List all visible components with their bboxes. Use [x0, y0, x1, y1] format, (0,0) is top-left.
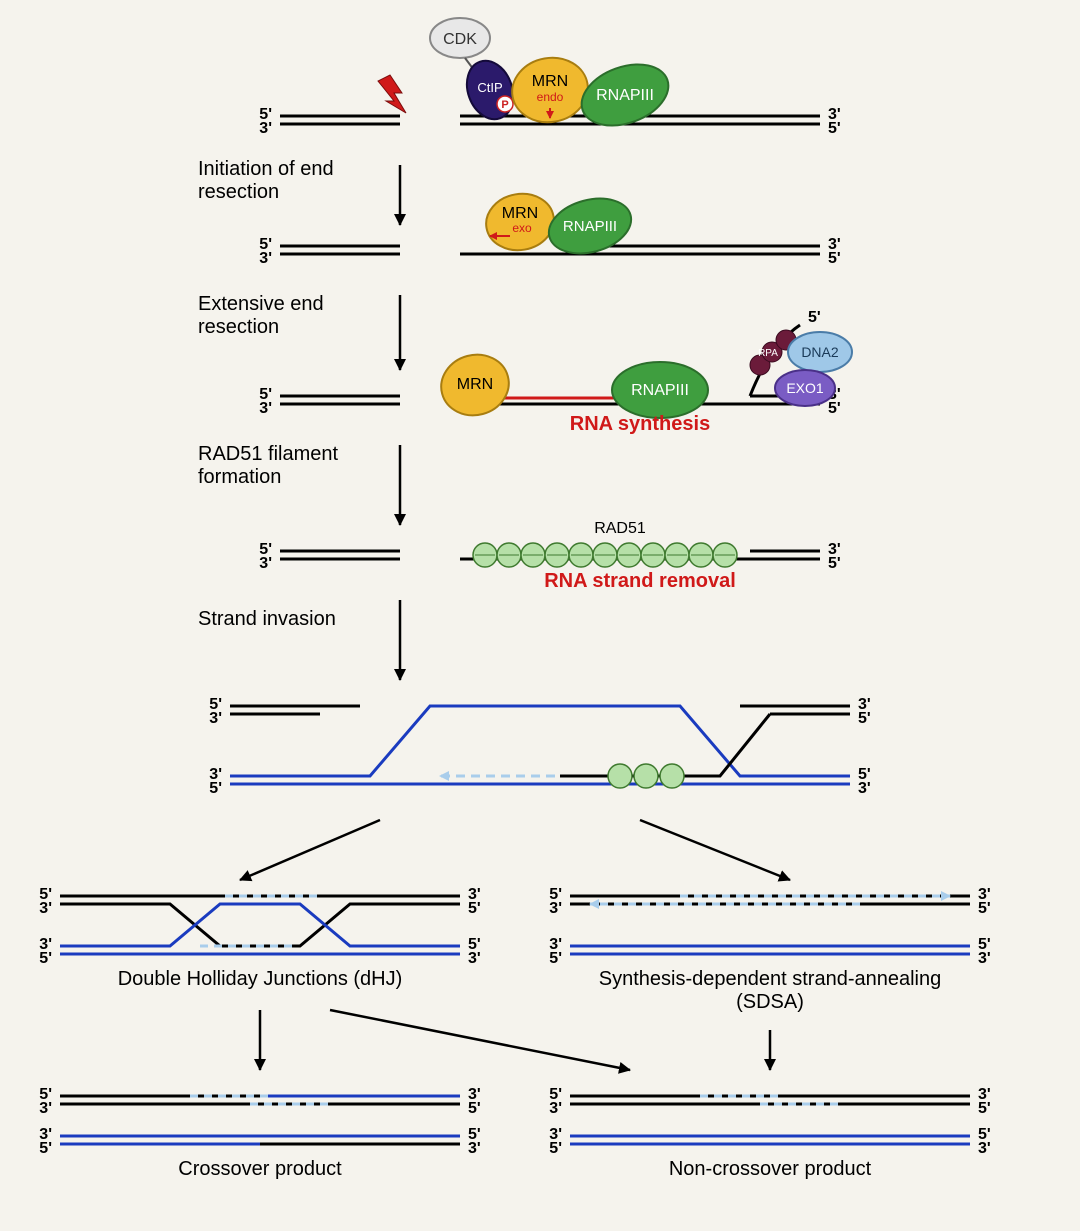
rna-removal-caption: RNA strand removal	[544, 570, 736, 592]
label: 5'	[828, 400, 841, 417]
rnap-label: RNAPIII	[631, 382, 689, 399]
label: resection	[198, 316, 279, 338]
ctip-label: CtIP	[477, 80, 502, 95]
label: 5'	[39, 1140, 52, 1157]
cdk-label: CDK	[443, 31, 477, 48]
label: 5'	[978, 900, 991, 917]
label: 3'	[259, 400, 272, 417]
label: 5'	[808, 309, 821, 326]
label: 3'	[259, 250, 272, 267]
dhj-caption: Double Holliday Junctions (dHJ)	[118, 968, 403, 990]
label: 5'	[549, 950, 562, 967]
label: (SDSA)	[736, 991, 804, 1013]
phospho-label: P	[501, 99, 508, 111]
noncrossover-caption: Non-crossover product	[669, 1158, 872, 1180]
label: 3'	[259, 555, 272, 572]
rna-synthesis-caption: RNA synthesis	[570, 413, 710, 435]
label: 3'	[39, 1100, 52, 1117]
dna2-label: DNA2	[801, 344, 839, 360]
label: 3'	[549, 1100, 562, 1117]
crossover-caption: Crossover product	[178, 1158, 342, 1180]
label: 3'	[858, 780, 871, 797]
label: Synthesis-dependent strand-annealing	[599, 968, 941, 990]
label: 3'	[468, 1140, 481, 1157]
label: 5'	[39, 950, 52, 967]
mrn-label: MRN	[502, 205, 538, 222]
label: 3'	[39, 900, 52, 917]
end-label: 5'	[828, 120, 841, 137]
label: 5'	[468, 1100, 481, 1117]
step-label: Initiation of end	[198, 158, 334, 180]
mrn-label: MRN	[457, 376, 493, 393]
label: 5'	[828, 250, 841, 267]
mrn-label: MRN	[532, 73, 568, 90]
label: 3'	[549, 900, 562, 917]
label: RAD51 filament	[198, 443, 339, 465]
rpa-label: RPA	[758, 348, 778, 359]
label: 3'	[978, 1140, 991, 1157]
label: 5'	[468, 900, 481, 917]
label: 3'	[978, 950, 991, 967]
label: Strand invasion	[198, 608, 336, 630]
rnap-label: RNAPIII	[563, 218, 617, 235]
label: Extensive end	[198, 293, 324, 315]
end-label: 3'	[259, 120, 272, 137]
step-label: resection	[198, 181, 279, 203]
label: 5'	[978, 1100, 991, 1117]
label: 3'	[468, 950, 481, 967]
label: 5'	[858, 710, 871, 727]
label: formation	[198, 466, 281, 488]
dsb-lightning-icon	[378, 75, 406, 113]
label: 5'	[549, 1140, 562, 1157]
label: 5'	[828, 555, 841, 572]
label: 3'	[209, 710, 222, 727]
mrn-endo-label: endo	[537, 90, 564, 104]
rnap-label: RNAPIII	[596, 87, 654, 104]
mrn-exo-label: exo	[512, 221, 532, 235]
exo1-label: EXO1	[786, 380, 824, 396]
rad51-label: RAD51	[594, 520, 646, 537]
label: 5'	[209, 780, 222, 797]
